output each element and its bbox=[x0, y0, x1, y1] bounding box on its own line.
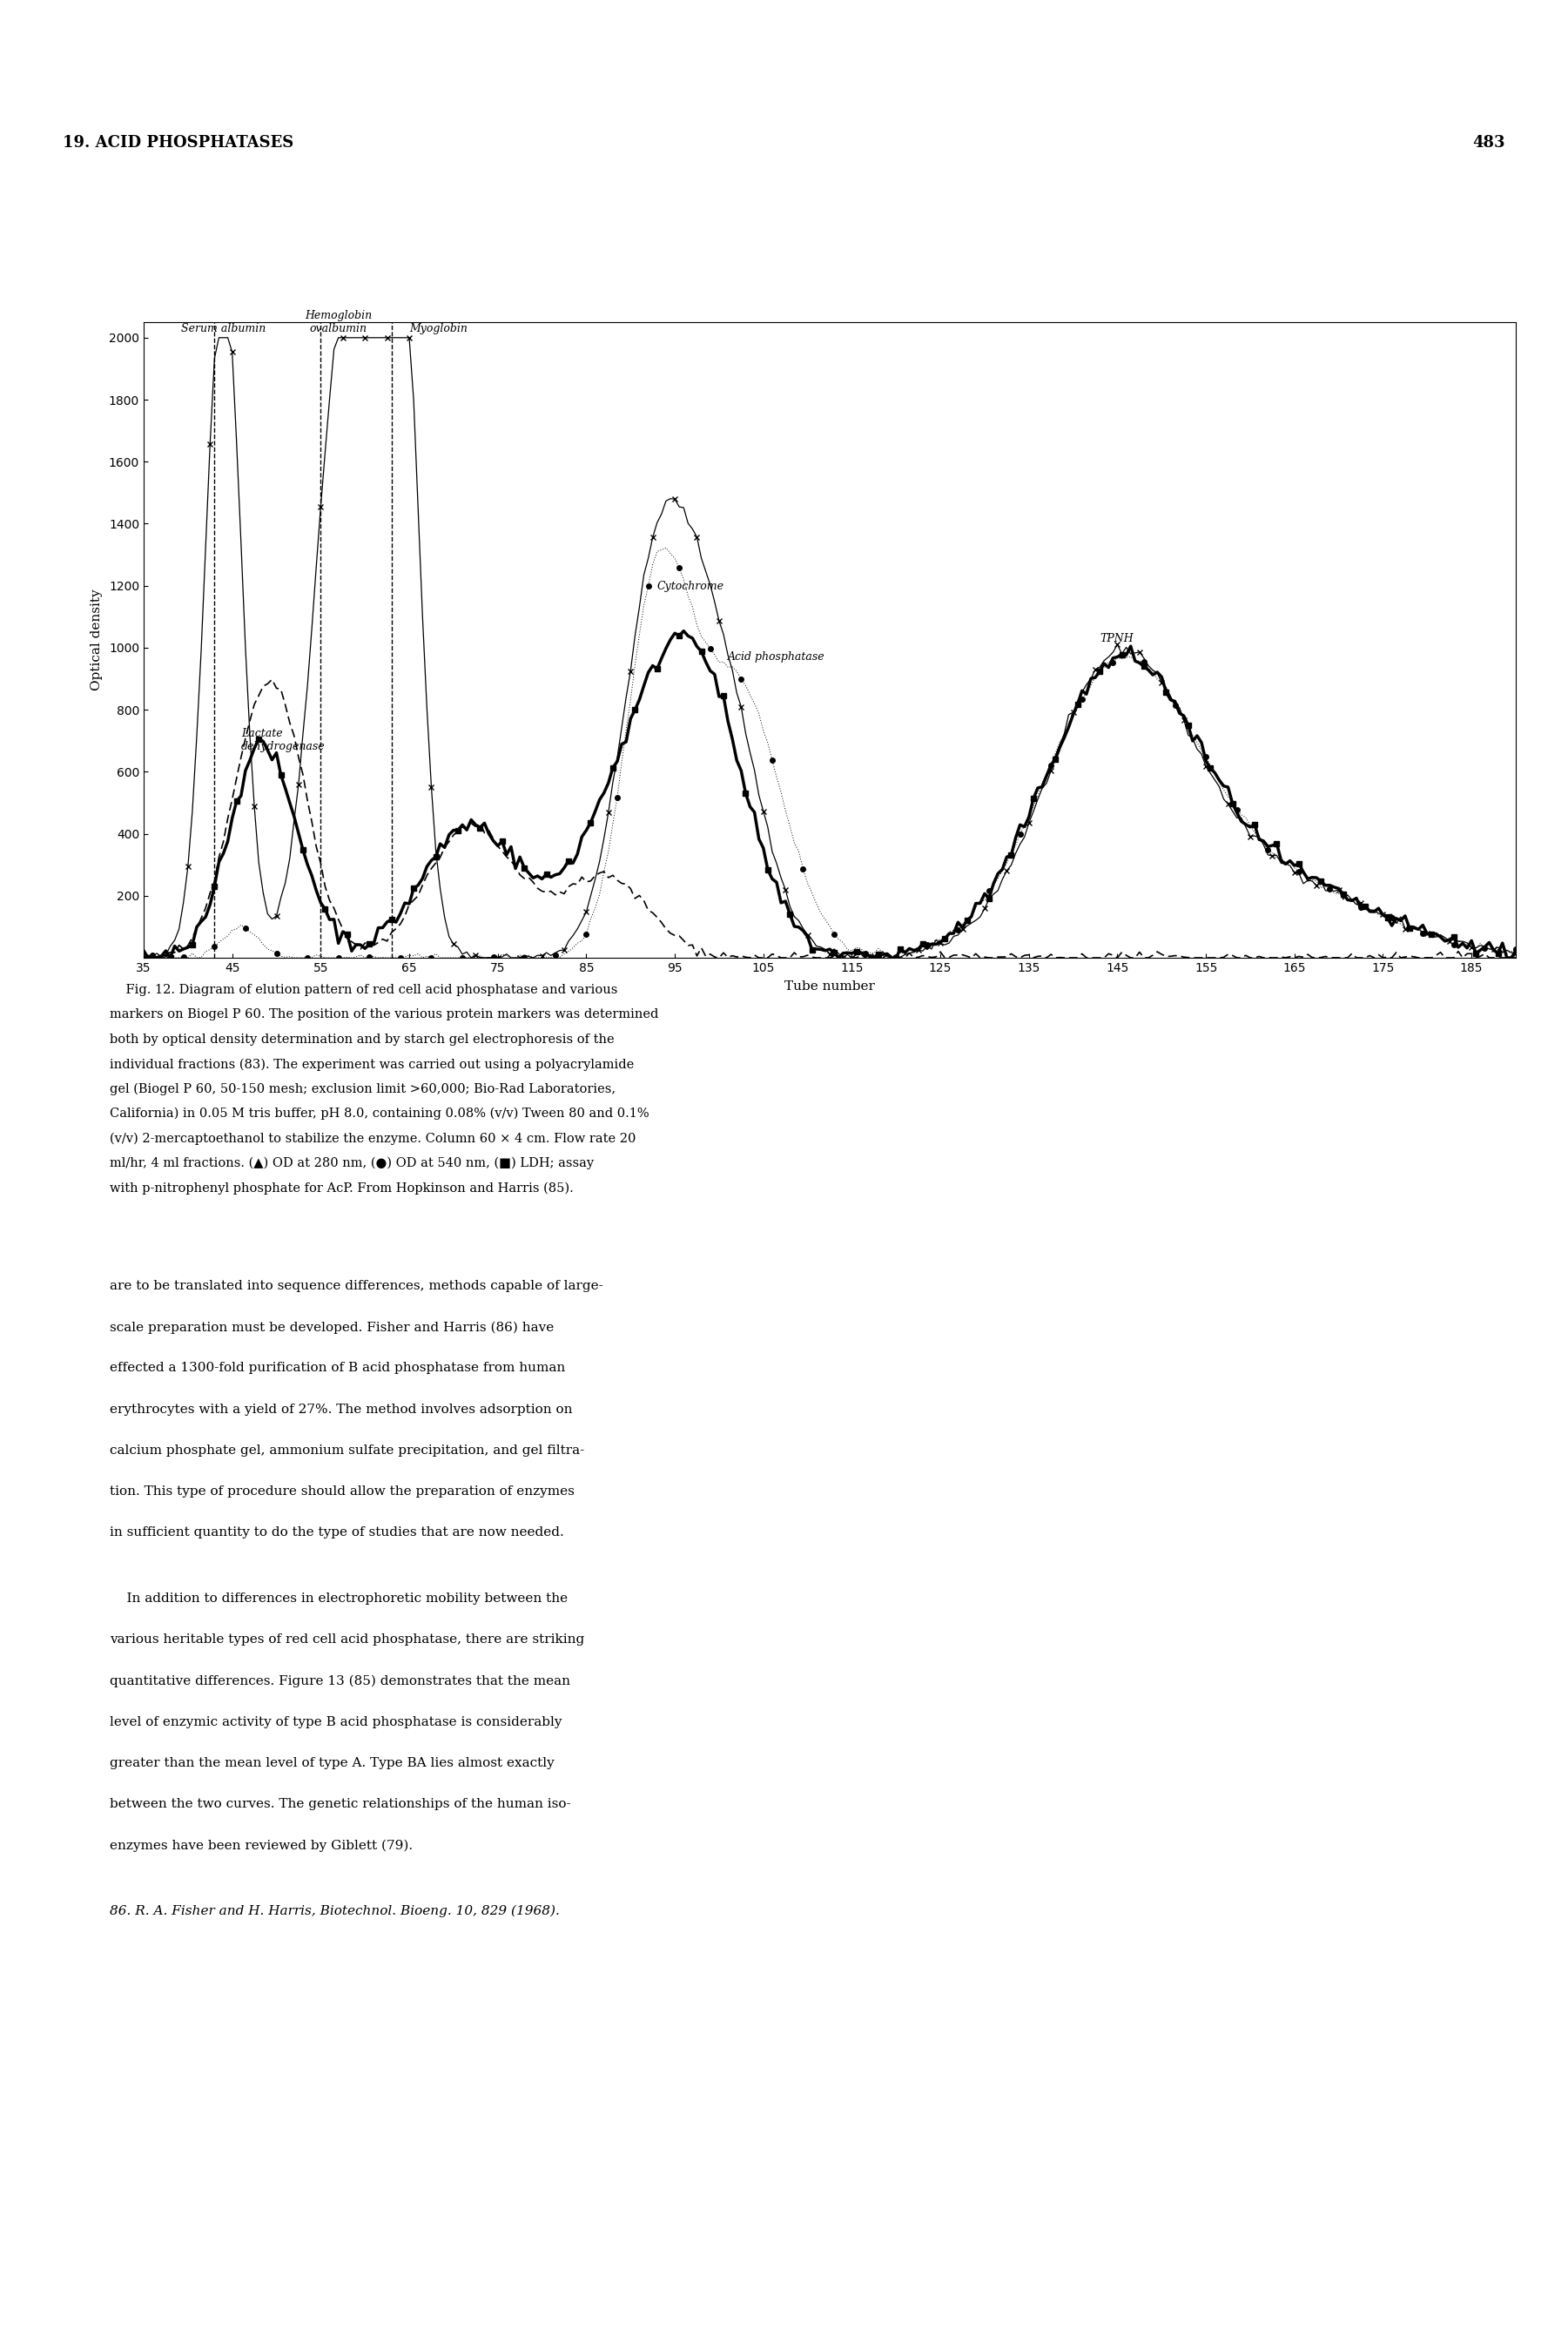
Text: with p-nitrophenyl phosphate for AcP. From Hopkinson and Harris (85).: with p-nitrophenyl phosphate for AcP. Fr… bbox=[110, 1182, 574, 1194]
Text: Fig. 12. Diagram of elution pattern of red cell acid phosphatase and various: Fig. 12. Diagram of elution pattern of r… bbox=[110, 985, 618, 996]
Text: 19. ACID PHOSPHATASES: 19. ACID PHOSPHATASES bbox=[63, 134, 293, 150]
Text: scale preparation must be developed. Fisher and Harris (86) have: scale preparation must be developed. Fis… bbox=[110, 1321, 554, 1332]
Text: In addition to differences in electrophoretic mobility between the: In addition to differences in electropho… bbox=[110, 1593, 568, 1605]
Text: various heritable types of red cell acid phosphatase, there are striking: various heritable types of red cell acid… bbox=[110, 1633, 585, 1645]
Text: calcium phosphate gel, ammonium sulfate precipitation, and gel filtra-: calcium phosphate gel, ammonium sulfate … bbox=[110, 1445, 585, 1457]
Y-axis label: Optical density: Optical density bbox=[91, 590, 102, 691]
Text: in sufficient quantity to do the type of studies that are now needed.: in sufficient quantity to do the type of… bbox=[110, 1528, 564, 1539]
Text: California) in 0.05 M tris buffer, pH 8.0, containing 0.08% (v/v) Tween 80 and 0: California) in 0.05 M tris buffer, pH 8.… bbox=[110, 1107, 649, 1121]
Text: 483: 483 bbox=[1472, 134, 1505, 150]
Text: markers on Biogel P 60. The position of the various protein markers was determin: markers on Biogel P 60. The position of … bbox=[110, 1008, 659, 1020]
Text: (v/v) 2-mercaptoethanol to stabilize the enzyme. Column 60 × 4 cm. Flow rate 20: (v/v) 2-mercaptoethanol to stabilize the… bbox=[110, 1133, 637, 1144]
Text: level of enzymic activity of type B acid phosphatase is considerably: level of enzymic activity of type B acid… bbox=[110, 1716, 561, 1727]
Text: erythrocytes with a yield of 27%. The method involves adsorption on: erythrocytes with a yield of 27%. The me… bbox=[110, 1403, 572, 1415]
Text: between the two curves. The genetic relationships of the human iso-: between the two curves. The genetic rela… bbox=[110, 1798, 571, 1810]
Text: Acid phosphatase: Acid phosphatase bbox=[728, 651, 825, 663]
Text: ml/hr, 4 ml fractions. (▲) OD at 280 nm, (●) OD at 540 nm, (■) LDH; assay: ml/hr, 4 ml fractions. (▲) OD at 280 nm,… bbox=[110, 1156, 594, 1170]
Text: quantitative differences. Figure 13 (85) demonstrates that the mean: quantitative differences. Figure 13 (85)… bbox=[110, 1676, 571, 1687]
Text: Serum albumin: Serum albumin bbox=[180, 324, 265, 334]
Text: enzymes have been reviewed by Giblett (79).: enzymes have been reviewed by Giblett (7… bbox=[110, 1840, 412, 1852]
Text: are to be translated into sequence differences, methods capable of large-: are to be translated into sequence diffe… bbox=[110, 1281, 604, 1293]
Text: both by optical density determination and by starch gel electrophoresis of the: both by optical density determination an… bbox=[110, 1034, 615, 1046]
Text: TPNH: TPNH bbox=[1099, 632, 1134, 644]
Text: Hemoglobin
ovalbumin: Hemoglobin ovalbumin bbox=[304, 310, 372, 334]
Text: individual fractions (83). The experiment was carried out using a polyacrylamide: individual fractions (83). The experimen… bbox=[110, 1058, 633, 1072]
Text: Cytochrome: Cytochrome bbox=[657, 580, 724, 592]
Text: Lactate
dehydrogenase: Lactate dehydrogenase bbox=[241, 728, 325, 752]
Text: tion. This type of procedure should allow the preparation of enzymes: tion. This type of procedure should allo… bbox=[110, 1485, 574, 1497]
Text: 86. R. A. Fisher and H. Harris, Biotechnol. Bioeng. 10, 829 (1968).: 86. R. A. Fisher and H. Harris, Biotechn… bbox=[110, 1906, 560, 1918]
Text: Myoglobin: Myoglobin bbox=[409, 324, 467, 334]
Text: effected a 1300-fold purification of B acid phosphatase from human: effected a 1300-fold purification of B a… bbox=[110, 1363, 566, 1375]
Text: gel (Biogel P 60, 50-150 mesh; exclusion limit >60,000; Bio-Rad Laboratories,: gel (Biogel P 60, 50-150 mesh; exclusion… bbox=[110, 1083, 616, 1095]
X-axis label: Tube number: Tube number bbox=[784, 980, 875, 992]
Text: greater than the mean level of type A. Type BA lies almost exactly: greater than the mean level of type A. T… bbox=[110, 1758, 555, 1770]
